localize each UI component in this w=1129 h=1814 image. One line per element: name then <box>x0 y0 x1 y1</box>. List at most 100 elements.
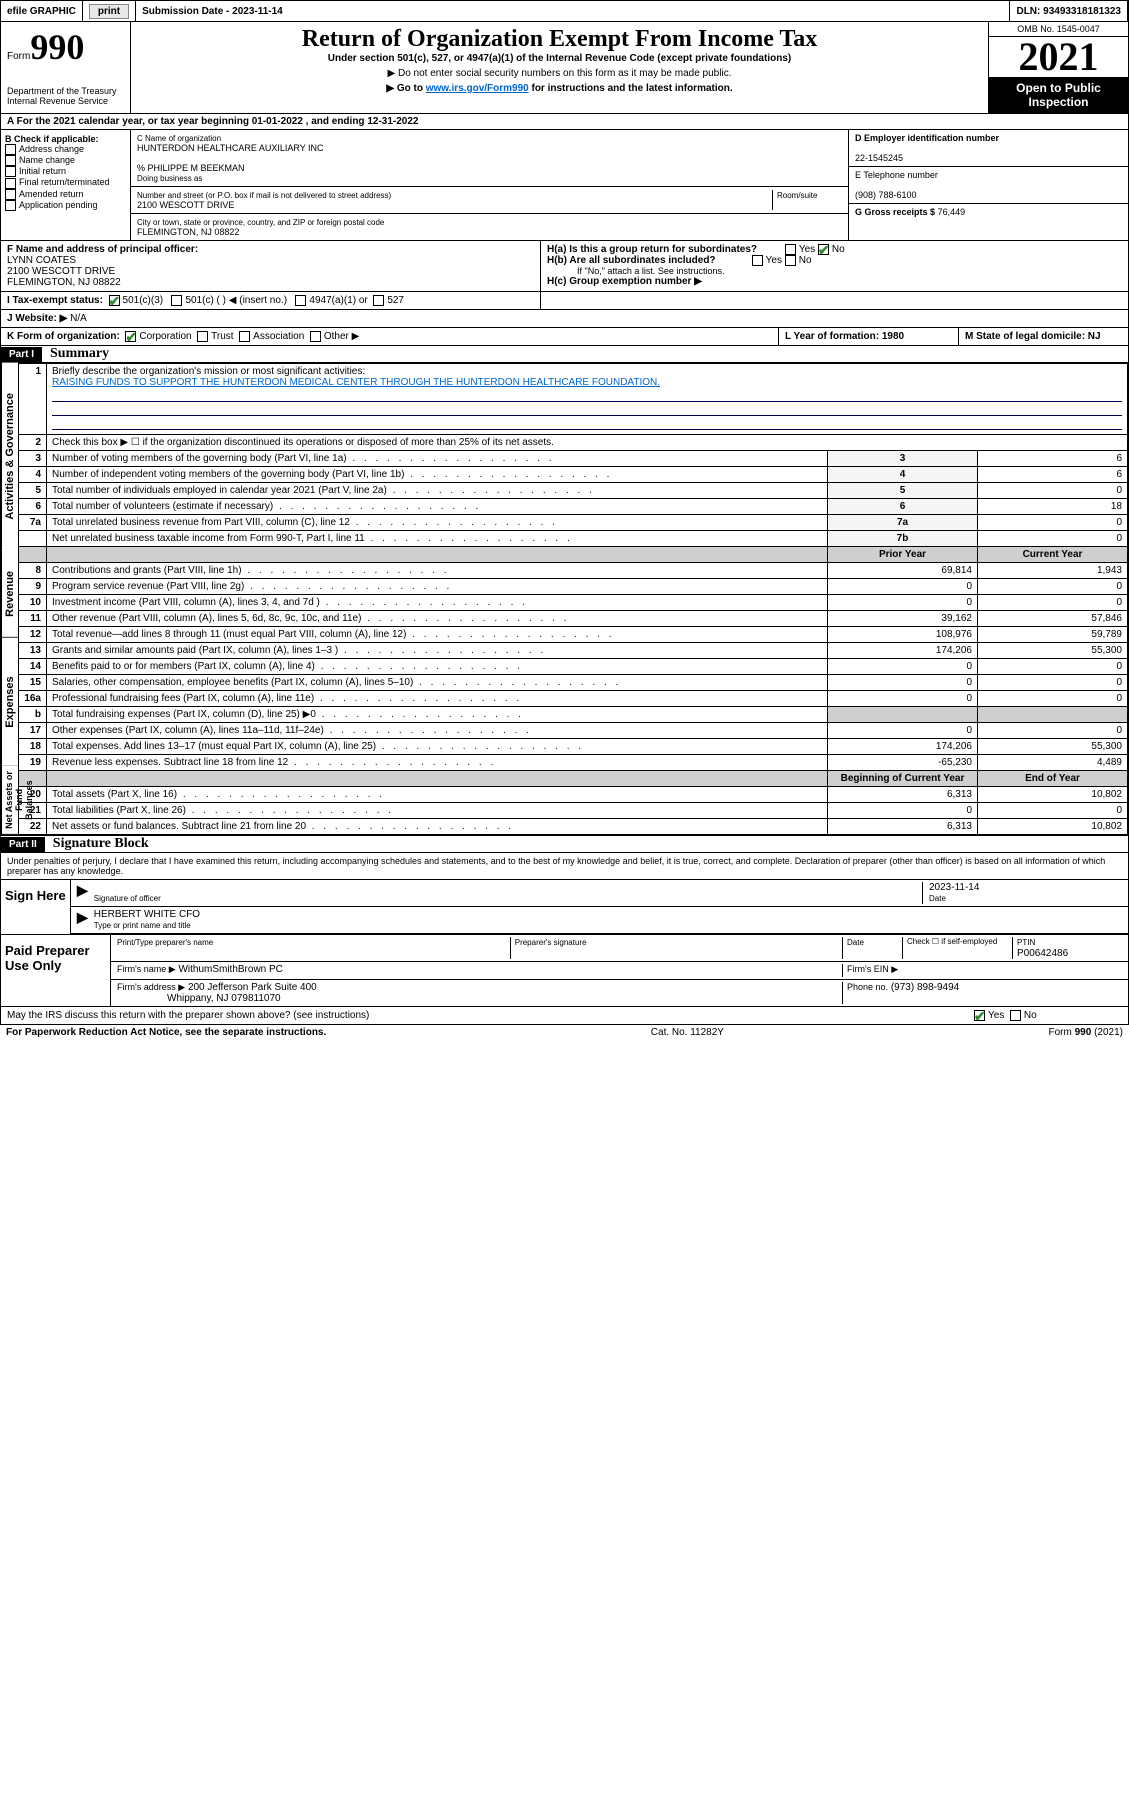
k-corp[interactable] <box>125 331 136 342</box>
form-label: Form <box>7 51 30 62</box>
hb-no[interactable] <box>785 255 796 266</box>
state-domicile: M State of legal domicile: NJ <box>965 331 1101 342</box>
side-expenses: Expenses <box>1 638 18 767</box>
discuss-yes[interactable] <box>974 1010 985 1021</box>
table-row: 3Number of voting members of the governi… <box>19 451 1128 467</box>
section-bcdeg: B Check if applicable: Address change Na… <box>0 130 1129 241</box>
officer-name: LYNN COATES <box>7 255 76 266</box>
note-ssn: ▶ Do not enter social security numbers o… <box>135 68 984 79</box>
page-footer: For Paperwork Reduction Act Notice, see … <box>0 1025 1129 1040</box>
top-bar: efile GRAPHIC print Submission Date - 20… <box>0 0 1129 22</box>
check-final[interactable] <box>5 178 16 189</box>
check-initial[interactable] <box>5 166 16 177</box>
table-row: 19Revenue less expenses. Subtract line 1… <box>19 755 1128 771</box>
table-row: 12Total revenue—add lines 8 through 11 (… <box>19 627 1128 643</box>
section-b: B Check if applicable: Address change Na… <box>1 130 131 240</box>
table-row: 21Total liabilities (Part X, line 26)00 <box>19 803 1128 819</box>
form-number: 990 <box>30 27 84 67</box>
check-address[interactable] <box>5 144 16 155</box>
side-activities: Activities & Governance <box>1 363 18 551</box>
i-527[interactable] <box>373 295 384 306</box>
table-row: 4Number of independent voting members of… <box>19 467 1128 483</box>
section-i: I Tax-exempt status: 501(c)(3) 501(c) ( … <box>0 292 1129 310</box>
table-row: 8Contributions and grants (Part VIII, li… <box>19 563 1128 579</box>
table-row: 17Other expenses (Part IX, column (A), l… <box>19 723 1128 739</box>
discuss-no[interactable] <box>1010 1010 1021 1021</box>
part2-header: Part II Signature Block <box>0 836 1129 853</box>
mission-text[interactable]: RAISING FUNDS TO SUPPORT THE HUNTERDON M… <box>52 377 660 388</box>
side-revenue: Revenue <box>1 551 18 638</box>
table-row: 18Total expenses. Add lines 13–17 (must … <box>19 739 1128 755</box>
firm-addr: 200 Jefferson Park Suite 400 <box>188 982 317 993</box>
table-row: 15Salaries, other compensation, employee… <box>19 675 1128 691</box>
open-public-badge: Open to Public Inspection <box>989 77 1128 113</box>
check-name[interactable] <box>5 155 16 166</box>
org-address: 2100 WESCOTT DRIVE <box>137 200 234 210</box>
check-amended[interactable] <box>5 189 16 200</box>
side-netassets: Net Assets or Fund Balances <box>1 766 18 835</box>
i-4947[interactable] <box>295 295 306 306</box>
discuss-row: May the IRS discuss this return with the… <box>0 1007 1129 1025</box>
ein: 22-1545245 <box>855 153 903 163</box>
k-assoc[interactable] <box>239 331 250 342</box>
part1-body: Activities & Governance Revenue Expenses… <box>0 363 1129 836</box>
penalty-text: Under penalties of perjury, I declare th… <box>1 853 1128 879</box>
section-klm: K Form of organization: Corporation Trus… <box>0 328 1129 346</box>
table-row: 6Total number of volunteers (estimate if… <box>19 499 1128 515</box>
k-other[interactable] <box>310 331 321 342</box>
ha-no[interactable] <box>818 244 829 255</box>
org-name: HUNTERDON HEALTHCARE AUXILIARY INC <box>137 143 324 153</box>
paid-preparer-label: Paid Preparer Use Only <box>1 935 111 1006</box>
summary-table: 1 Briefly describe the organization's mi… <box>18 363 1128 835</box>
table-row: bTotal fundraising expenses (Part IX, co… <box>19 707 1128 723</box>
table-row: 5Total number of individuals employed in… <box>19 483 1128 499</box>
care-of: % PHILIPPE M BEEKMAN <box>137 163 245 173</box>
table-row: 14Benefits paid to or for members (Part … <box>19 659 1128 675</box>
table-row: Net unrelated business taxable income fr… <box>19 531 1128 547</box>
table-row: 13Grants and similar amounts paid (Part … <box>19 643 1128 659</box>
year-formation: L Year of formation: 1980 <box>785 331 904 342</box>
hb-yes[interactable] <box>752 255 763 266</box>
irs-link[interactable]: www.irs.gov/Form990 <box>426 83 529 94</box>
signature-block: Under penalties of perjury, I declare th… <box>0 853 1129 1007</box>
k-trust[interactable] <box>197 331 208 342</box>
officer-printed: HERBERT WHITE CFO <box>94 909 200 920</box>
sig-date: 2023-11-14 <box>929 882 979 893</box>
table-row: 7aTotal unrelated business revenue from … <box>19 515 1128 531</box>
print-button[interactable]: print <box>89 4 129 19</box>
gross-receipts: 76,449 <box>938 207 966 217</box>
form-header: Form990 Department of the Treasury Inter… <box>0 22 1129 114</box>
sign-here-label: Sign Here <box>1 880 71 934</box>
table-row: 16aProfessional fundraising fees (Part I… <box>19 691 1128 707</box>
section-c: C Name of organization HUNTERDON HEALTHC… <box>131 130 848 240</box>
section-deg: D Employer identification number22-15452… <box>848 130 1128 240</box>
form-title: Return of Organization Exempt From Incom… <box>135 26 984 53</box>
tax-year: 2021 <box>989 37 1128 77</box>
efile-label: efile GRAPHIC <box>1 1 83 21</box>
ptin: P00642486 <box>1017 948 1068 959</box>
irs-label: Internal Revenue Service <box>7 96 124 106</box>
table-row: 22Net assets or fund balances. Subtract … <box>19 819 1128 835</box>
phone: (908) 788-6100 <box>855 190 917 200</box>
i-501c3[interactable] <box>109 295 120 306</box>
table-row: 9Program service revenue (Part VIII, lin… <box>19 579 1128 595</box>
section-j: J Website: ▶ N/A <box>0 310 1129 328</box>
table-row: 11Other revenue (Part VIII, column (A), … <box>19 611 1128 627</box>
part1-header: Part I Summary <box>0 346 1129 363</box>
row-a-period: A For the 2021 calendar year, or tax yea… <box>0 114 1129 130</box>
firm-phone: (973) 898-9494 <box>891 982 959 993</box>
note-link: ▶ Go to www.irs.gov/Form990 for instruct… <box>135 83 984 94</box>
dln: DLN: 93493318181323 <box>1010 1 1128 21</box>
firm-name: WithumSmithBrown PC <box>178 964 282 975</box>
i-501c[interactable] <box>171 295 182 306</box>
dept-treasury: Department of the Treasury <box>7 86 124 96</box>
ha-yes[interactable] <box>785 244 796 255</box>
table-row: 10Investment income (Part VIII, column (… <box>19 595 1128 611</box>
submission-date: Submission Date - 2023-11-14 <box>136 1 1010 21</box>
check-pending[interactable] <box>5 200 16 211</box>
form-subtitle: Under section 501(c), 527, or 4947(a)(1)… <box>135 53 984 64</box>
table-row: 20Total assets (Part X, line 16)6,31310,… <box>19 787 1128 803</box>
org-city: FLEMINGTON, NJ 08822 <box>137 227 239 237</box>
website: N/A <box>70 313 87 324</box>
section-fh: F Name and address of principal officer:… <box>0 241 1129 292</box>
